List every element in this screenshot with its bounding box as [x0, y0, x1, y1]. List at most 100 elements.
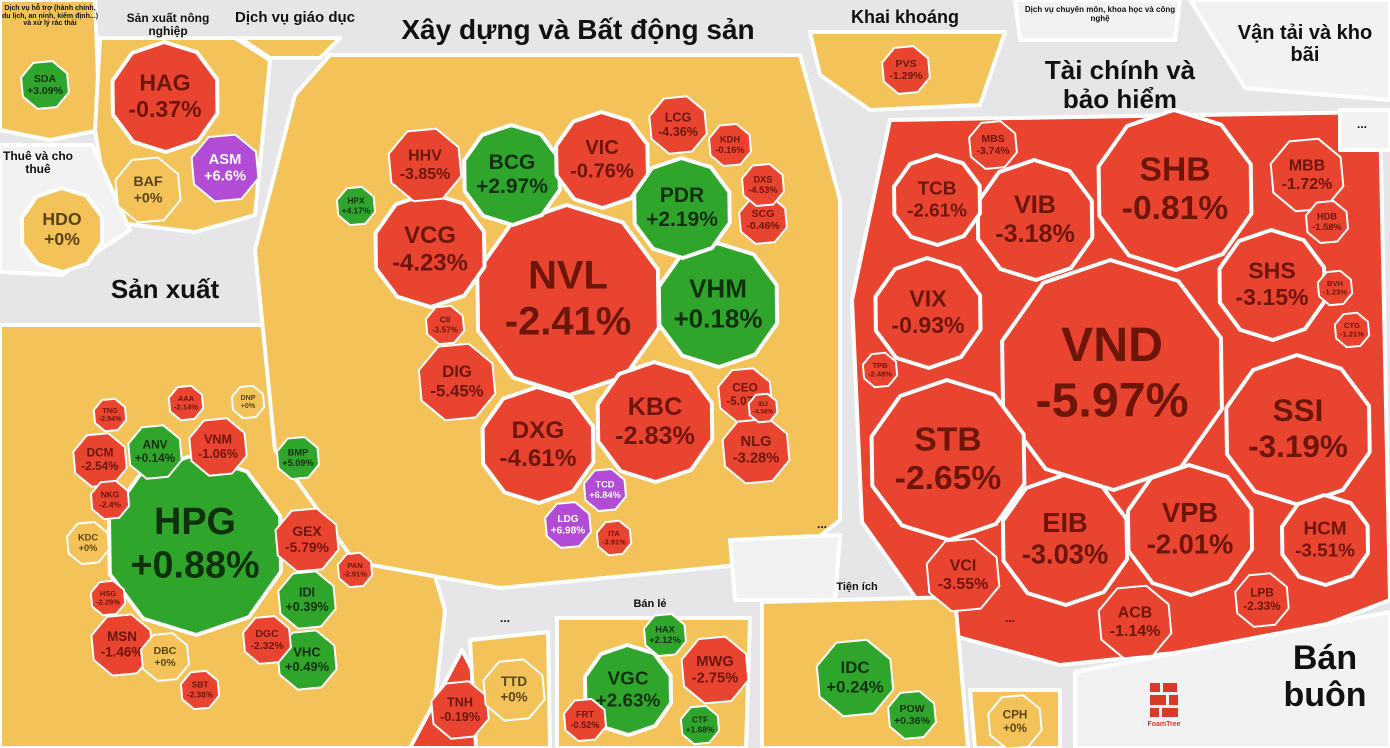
value-label: +0%: [79, 543, 98, 553]
cell: [20, 60, 70, 110]
cell: [881, 45, 931, 95]
logo-cell: [1150, 683, 1160, 692]
cell: [336, 551, 374, 589]
value-label: -5.97%: [1035, 374, 1188, 428]
value-label: +0.36%: [894, 715, 931, 727]
cell-label: CTG: [1344, 321, 1360, 330]
cell: [925, 537, 1001, 613]
cell: [19, 186, 105, 274]
region: [1338, 108, 1390, 152]
cell-label: PVS: [895, 58, 916, 70]
cell: [873, 256, 983, 370]
value-label: +6.98%: [551, 526, 586, 537]
cell-label: HPG: [154, 501, 236, 543]
cell-label: CPH: [1003, 709, 1028, 722]
group-title: Tài chính và bảo hiểm: [1044, 55, 1196, 114]
cell-label: MSN: [107, 629, 137, 644]
cell: [747, 392, 779, 424]
cell-label: EIB: [1042, 507, 1088, 538]
cell: [66, 521, 110, 565]
cell-label: TCD: [596, 479, 615, 489]
group-title: ...: [499, 611, 510, 625]
value-label: +0%: [500, 690, 527, 705]
cell: [1316, 269, 1354, 307]
cell: [417, 342, 497, 422]
value-label: -4.58%: [753, 408, 773, 415]
cell-label: VIX: [909, 285, 947, 311]
cell-label: PAN: [347, 561, 362, 570]
cell: [595, 519, 633, 557]
cell: [140, 632, 190, 682]
value-label: +0.18%: [673, 303, 762, 333]
value-label: -0.93%: [891, 312, 964, 338]
cell-label: IDC: [841, 658, 870, 677]
group-title: Xây dựng và Bất động sản: [401, 14, 755, 45]
value-label: -2.38%: [187, 689, 214, 699]
cell: [861, 351, 899, 389]
value-label: -3.03%: [1022, 539, 1109, 570]
value-label: -3.19%: [1248, 428, 1348, 464]
cell: [277, 570, 337, 630]
value-label: -1.58%: [1312, 222, 1341, 232]
logo-cell: [1162, 708, 1178, 717]
cell-label: HAX: [655, 624, 675, 634]
value-label: -1.06%: [198, 447, 238, 461]
value-label: -0.46%: [746, 220, 780, 232]
cell-label: LDG: [557, 514, 578, 525]
cell-label: DBC: [154, 645, 177, 657]
value-label: +2.19%: [646, 208, 718, 231]
group-title: Sản xuất: [110, 274, 220, 304]
value-label: -2.41%: [505, 299, 631, 343]
cell: [1333, 311, 1371, 349]
cell-label: BAF: [133, 174, 163, 190]
cell: [335, 185, 377, 227]
cell: [887, 690, 937, 740]
cell: [387, 127, 463, 203]
cell-label: SHB: [1140, 151, 1211, 188]
cell: [127, 424, 183, 480]
cell-label: HCM: [1303, 519, 1346, 540]
cell-label: NKG: [101, 490, 120, 500]
cell: [92, 397, 128, 433]
cell-label: HDO: [42, 209, 81, 229]
cell: [242, 615, 292, 665]
value-label: -4.53%: [748, 185, 777, 195]
cell-label: VNM: [204, 432, 232, 446]
cell: [583, 468, 627, 512]
value-label: -1.72%: [1282, 176, 1333, 193]
value-label: -4.23%: [392, 250, 468, 277]
cell-label: CEO: [732, 382, 757, 395]
cell: [1097, 584, 1173, 660]
cell: [480, 385, 596, 505]
value-label: -2.01%: [1147, 529, 1234, 560]
value-label: -2.61%: [907, 200, 967, 221]
region: [728, 533, 842, 602]
cell: [89, 579, 127, 617]
cell: [544, 501, 592, 549]
cell: [738, 195, 788, 245]
cell: [1000, 258, 1224, 492]
group-title: Khai khoáng: [850, 7, 959, 27]
value-label: -3.74%: [976, 145, 1010, 157]
value-label: +0.24%: [826, 678, 883, 697]
value-label: +2.97%: [476, 175, 548, 198]
group-title: Tiện ích: [836, 581, 878, 593]
value-label: -3.51%: [1295, 540, 1355, 561]
value-label: +0%: [134, 190, 163, 206]
cell-label: VGC: [608, 669, 649, 690]
value-label: -2.83%: [615, 422, 695, 450]
cell: [987, 694, 1043, 748]
cell-label: BMP: [288, 447, 309, 457]
cell-label: NVL: [528, 254, 608, 298]
cell: [643, 613, 687, 657]
cell-label: ASM: [209, 152, 242, 168]
cell-label: SHS: [1248, 257, 1295, 283]
value-label: -4.36%: [658, 125, 698, 139]
value-label: -0.37%: [128, 96, 201, 122]
cell: [424, 304, 466, 346]
region: [238, 36, 342, 60]
cell-label: HAG: [139, 69, 190, 95]
value-label: -3.85%: [400, 166, 451, 183]
cell: [179, 669, 221, 711]
